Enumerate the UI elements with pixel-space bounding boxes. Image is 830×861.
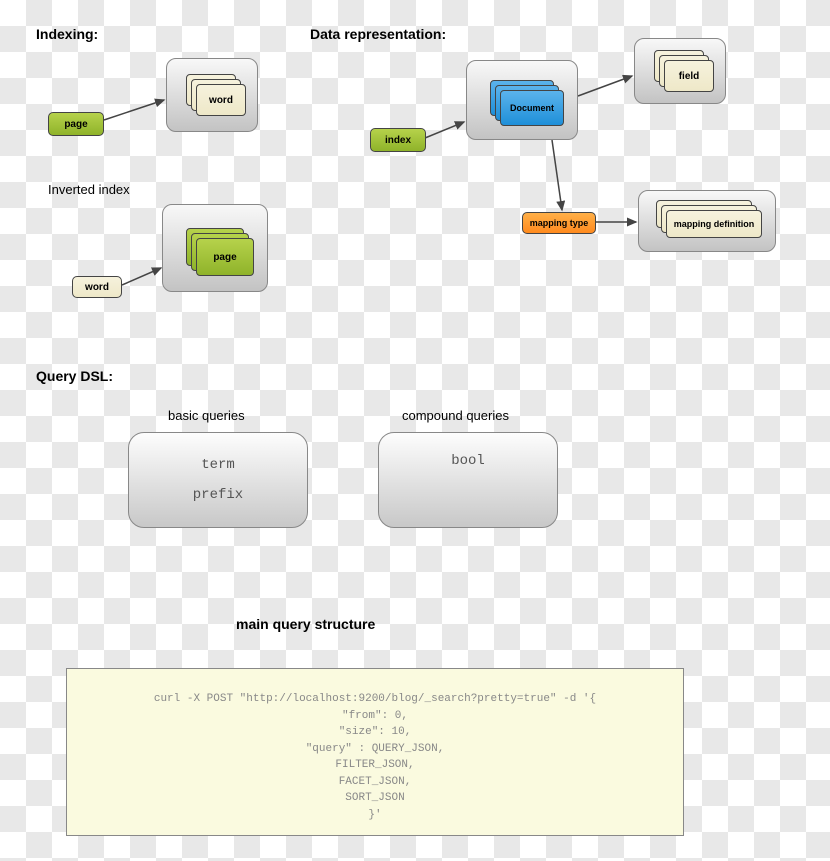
inverted-title: Inverted index — [48, 182, 130, 197]
page-card-front: page — [196, 238, 254, 276]
indexing-title: Indexing: — [36, 26, 98, 42]
edge-word-page — [122, 268, 161, 285]
code-l2: "from": 0, — [67, 708, 683, 725]
code-l5: FILTER_JSON, — [67, 757, 683, 774]
code-l1: curl -X POST "http://localhost:9200/blog… — [67, 691, 683, 708]
edge-index-doc — [425, 122, 464, 138]
doc-card-front: Document — [500, 90, 564, 126]
page-node: page — [48, 112, 104, 136]
bool-label: bool — [451, 453, 485, 469]
edge-doc-field — [578, 76, 632, 96]
datarep-title: Data representation: — [310, 26, 446, 42]
word-card-front: word — [196, 84, 246, 116]
compound-queries-title: compound queries — [402, 408, 509, 423]
querydsl-title: Query DSL: — [36, 368, 113, 384]
code-l8: }' — [67, 807, 683, 824]
code-l4: "query" : QUERY_JSON, — [67, 741, 683, 758]
basic-queries-box: term prefix — [128, 432, 308, 528]
prefix-label: prefix — [193, 487, 243, 503]
word-node: word — [72, 276, 122, 298]
code-l3: "size": 10, — [67, 724, 683, 741]
edge-page-word — [104, 100, 164, 120]
main-query-title: main query structure — [236, 616, 375, 632]
field-card-front: field — [664, 60, 714, 92]
term-label: term — [201, 457, 235, 473]
edge-doc-mapping — [552, 140, 562, 210]
basic-queries-title: basic queries — [168, 408, 245, 423]
code-l6: FACET_JSON, — [67, 774, 683, 791]
compound-queries-box: bool — [378, 432, 558, 528]
code-box: curl -X POST "http://localhost:9200/blog… — [66, 668, 684, 836]
mapdef-card-front: mapping definition — [666, 210, 762, 238]
mapping-type-node: mapping type — [522, 212, 596, 234]
index-node: index — [370, 128, 426, 152]
code-l7: SORT_JSON — [67, 790, 683, 807]
